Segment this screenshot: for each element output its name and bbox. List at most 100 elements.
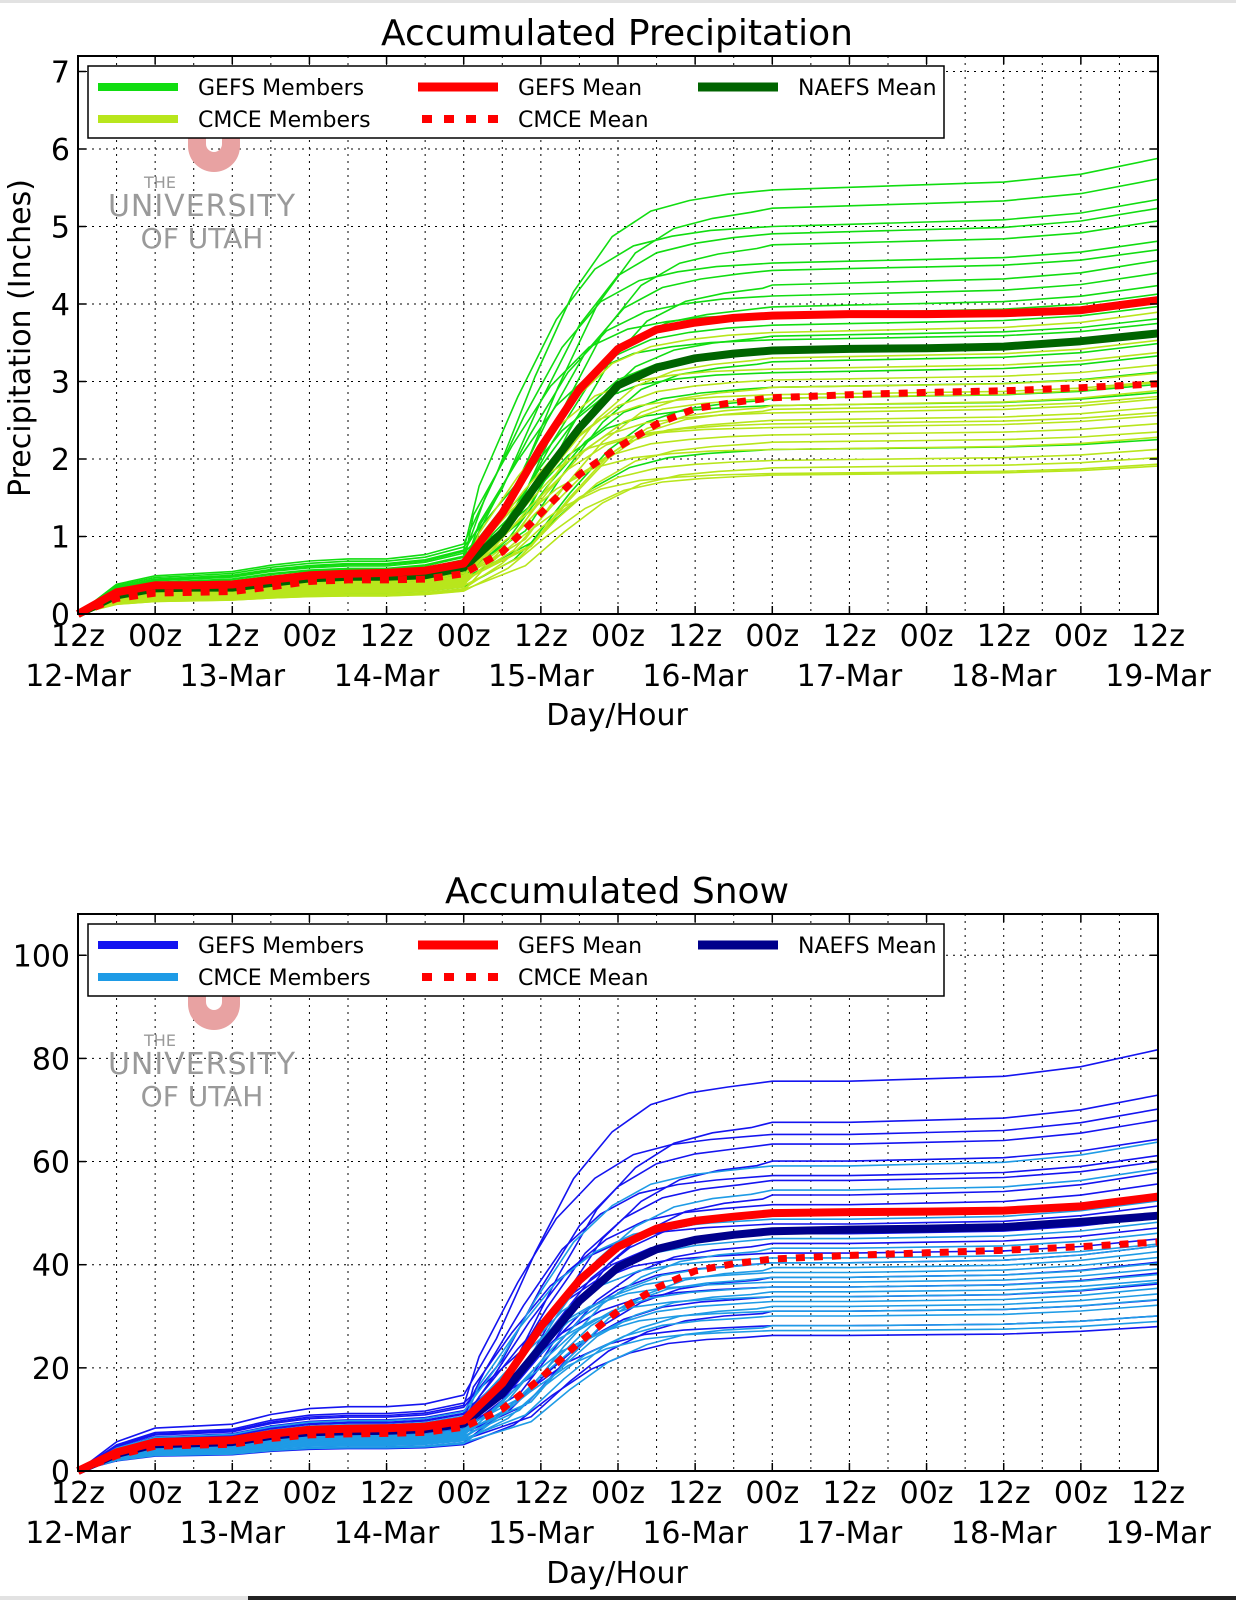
legend-label: NAEFS Mean (798, 76, 937, 101)
x-tick-date-label: 14-Mar (334, 659, 440, 694)
logo-text-of-utah: OF UTAH (141, 1080, 264, 1113)
y-tick-label: 0 (51, 1455, 70, 1490)
x-tick-label: 00z (128, 619, 182, 654)
legend-label: GEFS Members (198, 76, 364, 101)
gefs-member-line (77, 1048, 1159, 1472)
x-tick-label: 00z (900, 1476, 954, 1511)
cmce-member-line (77, 465, 1159, 615)
gefs-mean-line (76, 1192, 1159, 1475)
logo-text-university: UNIVERSITY (108, 1047, 296, 1082)
x-tick-date-label: 18-Mar (951, 659, 1057, 694)
y-tick-label: 80 (32, 1042, 70, 1077)
bottom-rule-dark (248, 1596, 1236, 1600)
cmce-member-line (77, 1320, 1159, 1472)
y-tick-label: 0 (51, 598, 70, 633)
x-tick-label: 12z (360, 619, 414, 654)
cmce-member-line (77, 411, 1159, 615)
x-tick-label: 00z (745, 1476, 799, 1511)
cmce-mean-line (76, 380, 1159, 618)
x-tick-label: 00z (437, 1476, 491, 1511)
x-tick-date-label: 14-Mar (334, 1516, 440, 1551)
x-tick-label: 00z (282, 1476, 336, 1511)
x-tick-date-label: 19-Mar (1105, 1516, 1211, 1551)
cmce-mean-line (76, 1238, 1159, 1475)
x-tick-label: 12z (360, 1476, 414, 1511)
legend-label: CMCE Members (198, 108, 371, 133)
x-axis-label: Day/Hour (546, 1556, 688, 1591)
gefs-mean-line (76, 296, 1159, 618)
chart-title: Accumulated Snow (445, 871, 789, 912)
gefs-member-line (77, 1094, 1159, 1472)
x-axis-label: Day/Hour (546, 698, 688, 733)
y-tick-label: 4 (51, 288, 70, 323)
x-tick-label: 12z (1131, 1476, 1185, 1511)
x-tick-date-label: 16-Mar (642, 659, 748, 694)
x-tick-label: 00z (437, 619, 491, 654)
logo-text-the: THE (143, 1031, 176, 1050)
x-tick-date-label: 13-Mar (179, 659, 285, 694)
y-tick-label: 100 (13, 939, 70, 974)
y-tick-label: 2 (51, 443, 70, 478)
mean-series (76, 296, 1159, 618)
x-tick-date-label: 15-Mar (488, 1516, 594, 1551)
logo-text-the: THE (143, 173, 176, 192)
gefs-member-line (77, 249, 1159, 615)
top-rule (0, 0, 1236, 3)
gefs-member-line (77, 1108, 1159, 1472)
x-tick-label: 12z (1131, 619, 1185, 654)
x-tick-date-label: 12-Mar (25, 1516, 131, 1551)
legend-label: CMCE Mean (518, 108, 649, 133)
y-tick-label: 40 (32, 1249, 70, 1284)
legend: GEFS Members GEFS Mean NAEFS Mean CMCE Memb… (87, 923, 945, 997)
x-tick-label: 00z (745, 619, 799, 654)
x-tick-label: 00z (1054, 619, 1108, 654)
x-tick-date-label: 12-Mar (25, 659, 131, 694)
x-tick-label: 12z (822, 619, 876, 654)
y-axis-label: Precipitation (Inches) (3, 179, 38, 497)
x-tick-date-label: 17-Mar (797, 659, 903, 694)
legend-label: GEFS Mean (518, 934, 642, 959)
x-tick-date-label: 17-Mar (797, 1516, 903, 1551)
gefs-member-line (77, 220, 1159, 615)
gefs-member-line (77, 178, 1159, 615)
x-tick-label: 00z (128, 1476, 182, 1511)
x-tick-label: 12z (977, 1476, 1031, 1511)
y-tick-label: 20 (32, 1352, 70, 1387)
legend-box (87, 923, 945, 997)
x-tick-label: 12z (205, 619, 259, 654)
x-tick-date-label: 18-Mar (951, 1516, 1057, 1551)
logo-text-of-utah: OF UTAH (141, 222, 264, 255)
x-tick-label: 12z (51, 619, 105, 654)
x-tick-label: 12z (822, 1476, 876, 1511)
y-tick-label: 60 (32, 1146, 70, 1181)
precipitation-chart: Accumulated Precipitation THEUNIVERSITYO… (3, 13, 1211, 733)
x-tick-label: 00z (282, 619, 336, 654)
x-tick-date-label: 19-Mar (1105, 659, 1211, 694)
x-tick-label: 00z (1054, 1476, 1108, 1511)
gefs-member-line (77, 207, 1159, 615)
y-tick-label: 6 (51, 133, 70, 168)
mean-series (76, 1192, 1159, 1475)
x-tick-label: 12z (514, 1476, 568, 1511)
y-tick-label: 7 (51, 56, 70, 91)
x-tick-label: 12z (977, 619, 1031, 654)
axes: 0 1 2 3 4 5 6 7 12z 12-Mar 00z 12z 13-Mar 00z 12z 14-Ma… (25, 55, 1211, 694)
x-tick-label: 00z (900, 619, 954, 654)
axes: 0 20 40 60 80 100 12z 12-Mar 00z 12z 13-Mar 00z 12z 1… (13, 913, 1211, 1551)
legend: GEFS Members GEFS Mean NAEFS Mean CMCE Memb… (87, 65, 945, 139)
cmce-member-line (77, 1304, 1159, 1472)
legend-label: CMCE Members (198, 966, 371, 991)
y-tick-label: 3 (51, 366, 70, 401)
chart-title: Accumulated Precipitation (381, 13, 853, 54)
gefs-member-line (77, 157, 1159, 615)
y-tick-label: 1 (51, 521, 70, 556)
x-tick-date-label: 15-Mar (488, 659, 594, 694)
x-tick-label: 00z (591, 1476, 645, 1511)
legend-label: GEFS Members (198, 934, 364, 959)
legend-box (87, 65, 945, 139)
logo-text-university: UNIVERSITY (108, 189, 296, 224)
legend-label: GEFS Mean (518, 76, 642, 101)
